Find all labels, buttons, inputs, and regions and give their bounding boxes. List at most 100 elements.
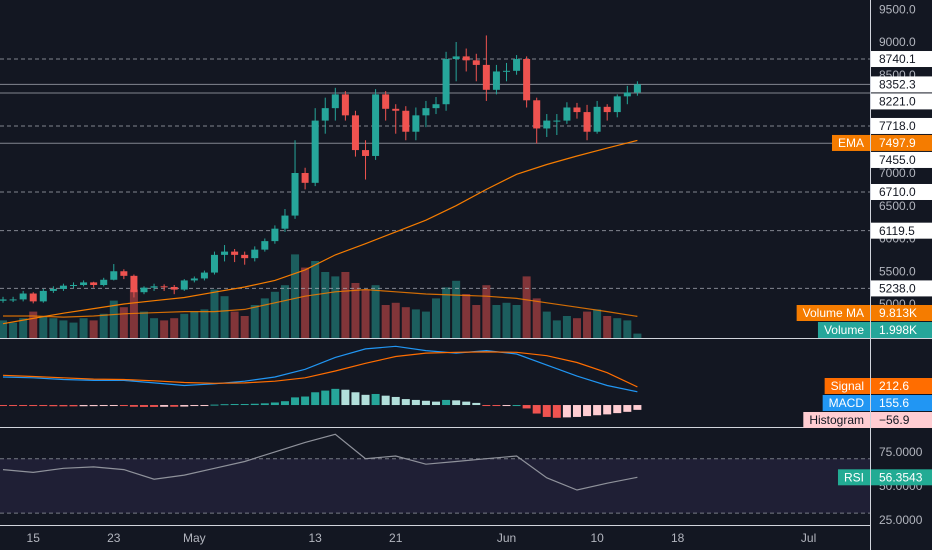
candle-body [482, 64, 490, 90]
histogram-bar [401, 399, 410, 406]
indicator-name-box [803, 412, 870, 428]
volume-bar [452, 280, 461, 338]
price-label-value: 1.998K [879, 323, 917, 337]
candle-body [573, 107, 581, 113]
histogram-bar [150, 405, 159, 407]
histogram-bar [99, 405, 108, 407]
histogram-bar [613, 405, 622, 414]
volume-bar [633, 333, 642, 338]
volume-ma-line [3, 288, 638, 318]
volume-bar [613, 318, 622, 338]
price-label-box [871, 134, 932, 151]
price-label-box [871, 469, 932, 486]
candle-body [120, 271, 128, 276]
candle-body [523, 59, 531, 101]
price-label-box [871, 395, 932, 411]
price-label-value: 56.3543 [879, 470, 923, 484]
volume-bar [522, 276, 531, 338]
candle-body [392, 108, 400, 111]
volume-bar [311, 260, 320, 338]
candle-body [100, 279, 108, 286]
histogram-bar [59, 405, 68, 407]
price-label-value: 7455.0 [879, 153, 916, 167]
candle-body [432, 104, 440, 109]
y-tick-label: 5500.0 [879, 264, 916, 278]
candle-body [180, 280, 188, 290]
histogram-bar [170, 405, 179, 407]
histogram-bar [542, 405, 551, 417]
histogram-bar [572, 405, 581, 417]
indicator-name: Histogram [809, 413, 864, 427]
x-tick-label: 13 [308, 531, 322, 545]
candle-body [513, 59, 521, 71]
candle-body [170, 286, 178, 290]
volume-bar [220, 296, 229, 338]
indicator-name-box [831, 134, 870, 151]
volume-bar [482, 285, 491, 338]
candle-body [271, 228, 279, 242]
volume-bar [603, 315, 612, 338]
candle-body [372, 94, 380, 156]
macd-line [2, 345, 638, 393]
candle-body [49, 288, 57, 291]
rsi-line [2, 433, 638, 491]
histogram-bar [69, 405, 78, 407]
signal-line [2, 351, 638, 388]
histogram-bar [321, 390, 330, 406]
price-label-value: 8221.0 [879, 95, 916, 109]
histogram-bar [623, 405, 632, 412]
histogram-bar [391, 396, 400, 406]
x-tick-label: 10 [590, 531, 604, 545]
price-label-value: 6710.0 [879, 185, 916, 199]
histogram-bar [482, 405, 491, 407]
candle-body [633, 84, 641, 93]
indicator-name-box [796, 305, 870, 321]
volume-bar [432, 298, 441, 338]
price-label-box [871, 117, 932, 134]
volume-bar [170, 318, 179, 338]
price-label-box [871, 280, 932, 297]
volume-bar [361, 289, 370, 338]
volume-bar [240, 315, 249, 338]
y-tick-label: 25.0000 [879, 513, 923, 527]
indicator-name: RSI [844, 470, 864, 484]
histogram-bar [29, 405, 38, 407]
candle-body [412, 115, 420, 132]
y-tick-label: 6500.0 [879, 199, 916, 213]
volume-bar [301, 267, 310, 338]
volume-bar [401, 307, 410, 338]
indicator-name-box [837, 469, 870, 486]
y-tick-label: 9500.0 [879, 2, 916, 16]
histogram-bar [633, 405, 642, 410]
histogram-bar [270, 402, 279, 406]
histogram-bar [462, 401, 471, 406]
histogram-bar [452, 400, 461, 406]
histogram-bar [190, 405, 199, 407]
histogram-bar [532, 405, 541, 414]
candle-body [190, 278, 198, 281]
candle-body [452, 56, 460, 60]
plot-layers: 9500.09000.08500.07000.06500.06000.05500… [0, 2, 923, 545]
histogram-bar [119, 405, 128, 407]
volume-bar [381, 304, 390, 338]
histogram-bar [9, 405, 18, 407]
candle-body [351, 115, 359, 151]
candle-body [623, 92, 631, 97]
candle-body [261, 241, 269, 250]
histogram-bar [280, 401, 289, 406]
x-tick-label: Jul [801, 531, 816, 545]
histogram-bar [562, 405, 571, 418]
price-label-box [871, 183, 932, 200]
indicator-name: Signal [831, 379, 864, 393]
x-tick-label: 23 [107, 531, 121, 545]
candle-body [221, 251, 229, 255]
candle-body [200, 272, 208, 279]
histogram-bar [89, 405, 98, 407]
candle-body [442, 59, 450, 105]
histogram-bar [49, 405, 58, 407]
price-label-box [871, 51, 932, 68]
volume-bar [472, 304, 481, 338]
candle-body [472, 60, 480, 65]
volume-bar [341, 271, 350, 338]
candle-body [593, 106, 601, 132]
